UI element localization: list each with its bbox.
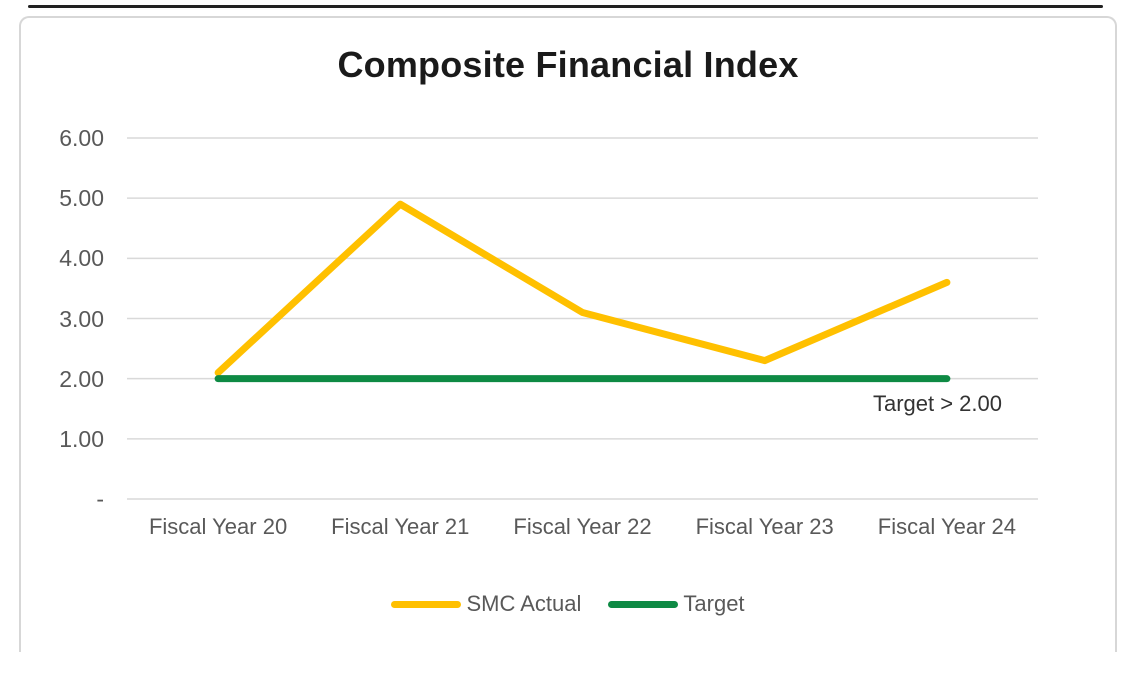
y-axis-tick-label: 4.00 bbox=[59, 245, 104, 272]
y-axis-tick-label: 6.00 bbox=[59, 125, 104, 151]
chart-frame bbox=[19, 16, 1117, 652]
legend-label: SMC Actual bbox=[466, 591, 582, 616]
x-axis-category-label: Fiscal Year 20 bbox=[148, 514, 288, 539]
y-axis-tick-label: - bbox=[96, 486, 104, 512]
y-axis-tick-label: 2.00 bbox=[59, 365, 104, 392]
legend-item-smc-actual: SMC Actual bbox=[391, 591, 581, 617]
x-axis-category-label: Fiscal Year 21 bbox=[331, 514, 470, 539]
target-annotation: Target > 2.00 bbox=[872, 391, 1002, 416]
x-axis-category-label: Fiscal Year 24 bbox=[877, 514, 1016, 539]
chart-title: Composite Financial Index bbox=[337, 44, 799, 85]
x-axis-category-label: Fiscal Year 23 bbox=[695, 514, 834, 539]
chart-legend: SMC Actual Target bbox=[19, 589, 1117, 619]
y-axis-tick-label: 1.00 bbox=[59, 425, 104, 452]
legend-item-target: Target bbox=[608, 591, 745, 617]
y-axis-tick-label: 3.00 bbox=[59, 305, 104, 332]
legend-label: Target bbox=[683, 591, 745, 616]
legend-swatch bbox=[391, 600, 462, 608]
x-axis-category-label: Fiscal Year 22 bbox=[513, 514, 652, 539]
top-rule bbox=[28, 5, 1103, 8]
legend-swatch bbox=[608, 600, 679, 608]
y-axis-tick-label: 5.00 bbox=[59, 185, 104, 212]
